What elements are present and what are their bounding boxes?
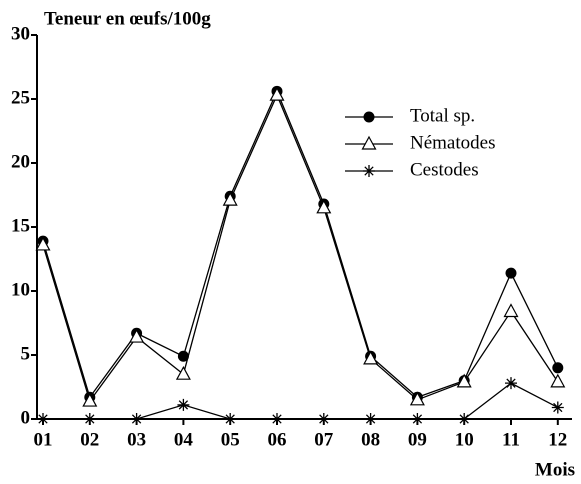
- data-point: [551, 401, 564, 414]
- series-line: [43, 382, 559, 420]
- data-point: [363, 350, 379, 365]
- x-tick-label: 06: [268, 429, 287, 450]
- data-point: [411, 413, 424, 425]
- legend-marker: [363, 111, 375, 123]
- legend-label: Nématodes: [410, 132, 495, 153]
- y-tick-label: 30: [11, 23, 30, 44]
- data-point: [83, 413, 96, 425]
- data-point: [456, 373, 472, 388]
- series-line: [42, 93, 559, 403]
- data-point: [271, 413, 283, 425]
- data-point: [82, 392, 98, 407]
- data-point: [316, 199, 332, 214]
- y-tick-label: 0: [21, 407, 31, 428]
- data-point: [177, 350, 189, 362]
- x-axis-label: Mois: [535, 459, 575, 480]
- data-point: [35, 236, 51, 251]
- legend-marker: [363, 165, 375, 177]
- x-tick-label: 05: [221, 429, 240, 450]
- x-tick-label: 01: [34, 429, 53, 450]
- data-point: [224, 413, 237, 425]
- data-point: [175, 365, 191, 380]
- data-point: [177, 398, 190, 411]
- y-tick-label: 15: [11, 215, 30, 236]
- x-tick-label: 12: [548, 429, 567, 450]
- x-tick-label: 08: [361, 429, 380, 450]
- data-point: [458, 413, 471, 425]
- x-tick-label: 11: [502, 429, 520, 450]
- series-line: [42, 89, 559, 399]
- data-point: [269, 86, 285, 101]
- data-point: [364, 413, 377, 425]
- legend-label: Total sp.: [410, 105, 475, 126]
- data-point: [130, 413, 143, 425]
- data-point: [317, 413, 330, 425]
- x-tick-label: 02: [80, 429, 99, 450]
- x-tick-label: 10: [455, 429, 474, 450]
- data-point: [37, 413, 49, 425]
- data-point: [222, 191, 238, 206]
- legend-marker: [361, 135, 377, 150]
- data-point: [505, 377, 517, 390]
- legend-label: Cestodes: [410, 159, 479, 180]
- data-point: [129, 328, 145, 343]
- y-tick-label: 25: [11, 87, 30, 108]
- data-point: [552, 362, 564, 374]
- y-tick-label: 5: [21, 343, 31, 364]
- x-tick-label: 09: [408, 429, 427, 450]
- data-point: [503, 303, 519, 318]
- x-tick-label: 03: [127, 429, 146, 450]
- y-tick-label: 10: [11, 279, 30, 300]
- data-point: [550, 373, 566, 388]
- y-tick-label: 20: [11, 151, 30, 172]
- data-point: [409, 391, 425, 406]
- x-tick-label: 07: [314, 429, 334, 450]
- chart-title: Teneur en œufs/100g: [44, 8, 211, 29]
- x-tick-label: 04: [174, 429, 194, 450]
- data-point: [505, 267, 517, 279]
